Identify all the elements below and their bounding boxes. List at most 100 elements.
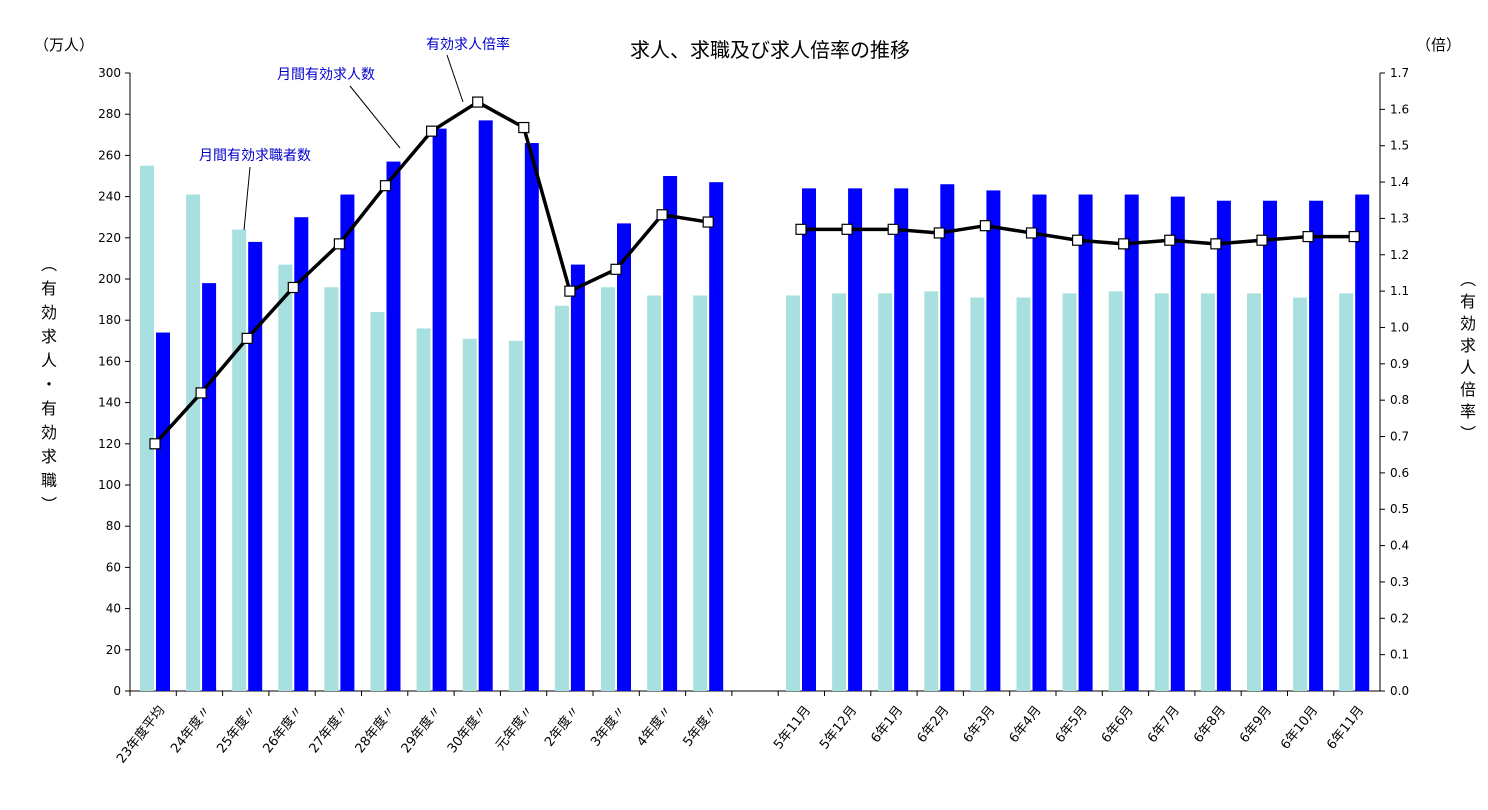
bar-job-seekers xyxy=(878,293,893,691)
bar-job-seekers xyxy=(278,264,293,691)
left-tick-label: 20 xyxy=(106,643,121,657)
category-label: 23年度平均 xyxy=(113,703,168,767)
bar-job-seekers xyxy=(601,287,615,691)
left-axis-title-char: 職 xyxy=(41,471,57,490)
left-tick-label: 0 xyxy=(113,684,121,698)
left-tick-label: 180 xyxy=(98,313,121,327)
left-tick-label: 60 xyxy=(106,560,121,574)
bar-job-seekers xyxy=(1108,291,1123,691)
bar-job-seekers xyxy=(693,295,708,691)
category-label: 5年12月 xyxy=(817,703,860,752)
ratio-marker xyxy=(656,209,668,221)
ratio-marker xyxy=(195,387,207,399)
right-tick-label: 0.4 xyxy=(1390,539,1409,553)
category-label: 5年11月 xyxy=(771,703,814,752)
ratio-marker xyxy=(1302,230,1314,243)
category-label: 元年度〃 xyxy=(492,703,537,754)
category-label: 6年6月 xyxy=(1099,703,1137,746)
right-axis-title-char: 倍 xyxy=(1460,380,1476,399)
category-label: 5年度〃 xyxy=(680,703,722,750)
bar-job-offers xyxy=(1309,200,1324,691)
bar-job-offers xyxy=(156,332,170,691)
bar-job-offers xyxy=(1263,200,1277,691)
right-axis-title-char: ） xyxy=(1458,425,1477,441)
right-tick-label: 1.6 xyxy=(1390,102,1409,116)
category-label: 6年8月 xyxy=(1191,703,1229,746)
category-label: 2年度〃 xyxy=(541,703,583,750)
category-label: 30年度〃 xyxy=(444,703,491,757)
bar-job-offers xyxy=(1170,196,1185,691)
category-label: 28年度〃 xyxy=(352,703,399,757)
bar-job-seekers xyxy=(1293,297,1308,691)
ratio-marker xyxy=(933,227,945,239)
bar-job-offers xyxy=(663,176,678,691)
bar-job-seekers xyxy=(462,338,477,691)
bar-job-seekers xyxy=(416,328,431,691)
category-label: 29年度〃 xyxy=(398,703,445,757)
right-axis-title-char: 率 xyxy=(1460,402,1476,421)
bar-job-offers xyxy=(1216,200,1231,691)
right-axis-title-char: （ xyxy=(1458,271,1477,287)
bar-job-offers xyxy=(340,194,355,692)
ratio-marker xyxy=(1348,230,1360,243)
bar-job-offers xyxy=(802,188,816,692)
category-label: 6年5月 xyxy=(1053,703,1091,746)
right-tick-label: 1.5 xyxy=(1390,139,1409,153)
right-tick-label: 0.2 xyxy=(1390,611,1409,625)
bars xyxy=(140,120,1370,692)
right-unit-label: （倍） xyxy=(1416,36,1461,54)
ratio-marker xyxy=(518,121,530,134)
bar-job-seekers xyxy=(1339,293,1354,691)
left-tick-label: 280 xyxy=(98,107,121,121)
bar-job-seekers xyxy=(970,297,985,691)
ratio-annotation-leader xyxy=(446,54,464,103)
bar-job-seekers xyxy=(370,311,385,691)
bar-job-offers xyxy=(294,217,309,691)
bar-job-offers xyxy=(202,283,217,691)
bar-job-offers xyxy=(1355,194,1370,692)
bar-job-offers xyxy=(848,188,863,692)
ratio-marker xyxy=(979,220,992,232)
right-axis-title-char: 求 xyxy=(1460,336,1476,355)
bar-job-seekers xyxy=(186,194,201,692)
ratio-marker xyxy=(841,223,853,235)
bar-job-seekers xyxy=(647,295,662,691)
ratio-annotation-label: 有効求人倍率 xyxy=(426,36,510,53)
ratio-marker xyxy=(1210,238,1222,250)
right-tick-label: 0.1 xyxy=(1390,648,1409,662)
category-label: 24年度〃 xyxy=(167,703,214,757)
left-axis-title-char: 有 xyxy=(41,399,57,418)
category-label: 25年度〃 xyxy=(214,703,261,757)
left-unit-label: （万人） xyxy=(34,36,94,54)
bar-job-seekers xyxy=(508,340,523,691)
bar-job-seekers xyxy=(1154,293,1169,691)
right-tick-label: 0.0 xyxy=(1390,684,1409,698)
left-axis-title-char: ） xyxy=(39,496,58,512)
category-label: 6年4月 xyxy=(1007,703,1045,746)
ratio-marker xyxy=(1025,227,1038,239)
category-label: 6年10月 xyxy=(1278,703,1321,752)
left-axis-title-char: 効 xyxy=(41,303,57,322)
bar-job-offers xyxy=(894,188,909,692)
bar-job-offers xyxy=(248,241,263,692)
bar-job-offers xyxy=(709,182,724,691)
bar-job-offers xyxy=(386,161,401,691)
bar-job-offers xyxy=(432,128,447,691)
left-tick-label: 120 xyxy=(98,437,121,451)
category-label: 3年度〃 xyxy=(587,703,629,750)
left-axis-title-char: 求 xyxy=(41,327,57,346)
right-axis-title-char: 有 xyxy=(1460,292,1476,311)
right-tick-label: 0.6 xyxy=(1390,466,1409,480)
right-tick-label: 0.9 xyxy=(1390,357,1409,371)
left-tick-label: 160 xyxy=(98,354,121,368)
category-label: 27年度〃 xyxy=(306,703,353,757)
bar-job-offers xyxy=(1032,194,1047,692)
bar-job-offers xyxy=(524,143,539,692)
bar-job-offers xyxy=(1124,194,1139,692)
right-tick-label: 1.3 xyxy=(1390,211,1409,225)
right-tick-label: 0.3 xyxy=(1390,575,1409,589)
seekers-annotation-label: 月間有効求職者数 xyxy=(199,148,311,164)
ratio-line-layer xyxy=(149,96,1360,450)
ratio-marker xyxy=(287,281,299,294)
ratio-marker xyxy=(1164,234,1176,246)
